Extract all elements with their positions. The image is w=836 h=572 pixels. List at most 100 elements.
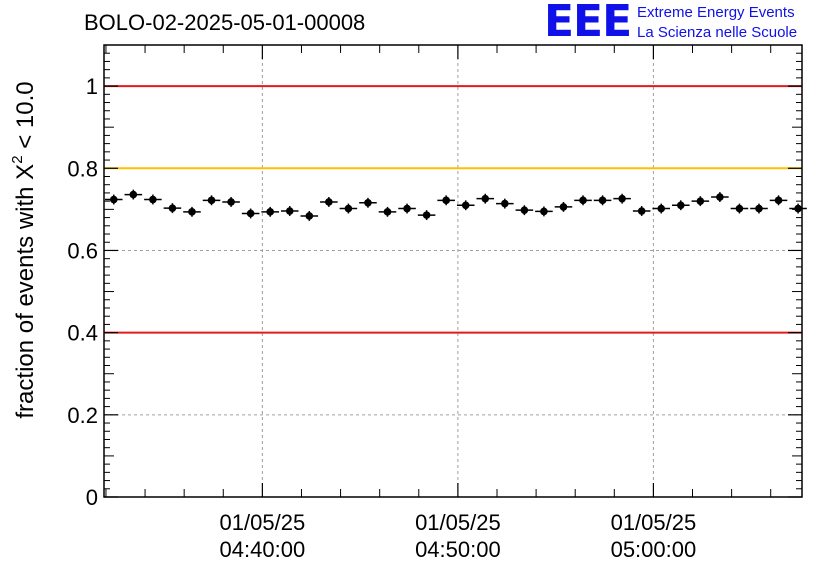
point-marker [207,196,216,205]
data-point [359,197,377,208]
data-point [183,206,201,217]
y-tick-label: 0.2 [67,403,98,428]
data-point [593,195,612,206]
eee-logo: EEE Extreme Energy Events La Scienza nel… [544,0,834,47]
y-tick-label: 0.8 [67,156,98,181]
data-point [496,198,514,209]
point-marker [305,212,314,220]
point-marker [696,197,705,205]
logo-line1: Extreme Energy Events [637,4,795,21]
point-marker [501,199,509,208]
data-point [456,200,475,211]
data-point [124,189,143,200]
x-axis-ticks: 01/05/2504:40:0001/05/2504:50:0001/05/25… [105,45,772,562]
point-marker [266,208,274,216]
point-marker [579,196,587,205]
data-point [672,200,690,211]
point-marker [735,204,744,213]
point-marker [149,195,157,204]
plot-frame [103,44,803,498]
point-marker [364,198,372,207]
x-tick-label-time: 04:50:00 [415,537,501,562]
point-marker [676,201,685,210]
y-axis-ticks: 0 0.2 0.4 0.6 0.8 1 [67,44,802,510]
data-point [535,206,553,217]
point-marker [481,194,490,203]
point-marker [794,204,802,213]
point-marker [129,190,138,199]
reference-lines [104,85,802,334]
point-marker [716,193,724,201]
x-tick-label-date: 01/05/25 [611,510,697,535]
x-tick-label-date: 01/05/25 [220,510,306,535]
y-axis-label-gap [12,180,39,187]
point-marker [188,208,196,216]
point-marker [598,196,607,205]
y-tick-label: 1 [86,74,98,99]
data-point [163,203,182,214]
data-point [574,195,592,206]
point-marker [774,196,783,205]
point-marker [227,198,235,206]
point-marker [383,208,392,216]
data-point [280,206,299,216]
data-point [320,197,338,207]
data-point [417,210,436,221]
data-point [476,193,495,204]
grid-lines [104,45,802,497]
point-marker [442,196,450,205]
y-axis-label: fraction of events with Χ2 < 10.0 [9,81,39,418]
x-tick-label-time: 04:40:00 [220,537,306,562]
point-marker [109,195,118,204]
data-point [398,203,416,214]
y-tick-label: 0.6 [67,238,98,263]
data-point [241,208,260,219]
data-point [769,195,788,206]
point-marker [637,207,646,215]
y-axis-label-sup: 2 [9,155,26,163]
x-tick-label-time: 05:00:00 [611,537,697,562]
point-marker [657,204,666,213]
data-point [144,194,162,205]
data-point [437,195,455,206]
point-marker [325,198,333,206]
data-point [730,203,749,214]
data-point [652,203,671,214]
data-point [789,203,807,214]
point-marker [344,204,353,213]
point-marker [168,204,177,212]
data-point [750,203,768,214]
data-points [105,189,807,221]
chart-title: BOLO-02-2025-05-01-00008 [84,10,366,35]
point-marker [246,209,255,218]
point-marker [520,206,529,214]
x-tick-label-date: 01/05/25 [415,510,501,535]
point-marker [461,201,470,210]
point-marker [618,194,626,203]
data-point [222,197,240,207]
point-marker [422,211,431,219]
point-marker [403,204,411,213]
data-point [613,193,631,204]
y-axis-label-text: fraction of events with [12,186,39,418]
y-tick-label: 0 [86,485,98,510]
data-point [554,201,573,212]
data-point [378,206,397,217]
data-point [202,195,221,206]
data-point [632,206,651,216]
y-tick-label: 0.4 [67,321,98,346]
y-axis-label-rest: < 10.0 [12,81,39,155]
point-marker [559,203,568,211]
data-point [515,205,534,216]
logo-mark: EEE [544,0,632,47]
data-point [300,211,319,221]
y-axis-label-symbol: Χ [12,164,39,180]
logo-line2: La Scienza nelle Scuole [637,24,798,41]
point-marker [755,204,763,213]
data-point [691,196,710,207]
data-point [711,192,729,202]
point-marker [540,207,548,216]
point-marker [285,207,294,215]
data-point [339,203,358,214]
